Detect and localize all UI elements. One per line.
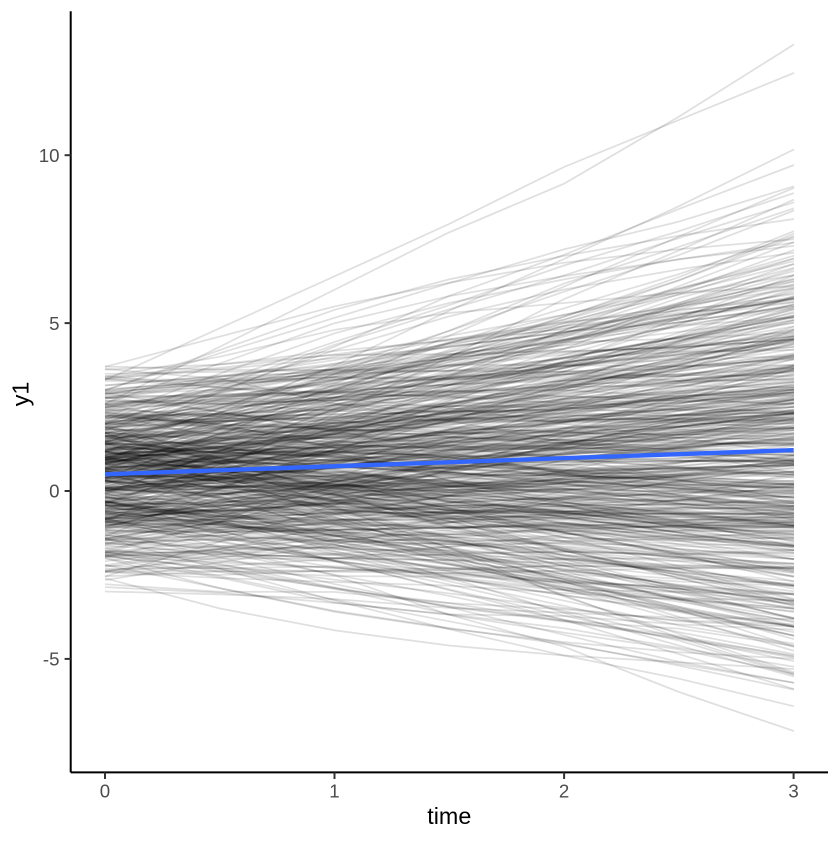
svg-text:2: 2 [559,781,569,802]
svg-text:time: time [427,803,471,829]
svg-text:y1: y1 [7,382,33,407]
svg-text:-5: -5 [43,649,60,670]
svg-text:10: 10 [39,145,60,166]
svg-text:3: 3 [788,781,798,802]
svg-text:1: 1 [329,781,339,802]
svg-text:5: 5 [49,313,59,334]
svg-text:0: 0 [100,781,110,802]
svg-text:0: 0 [49,481,59,502]
